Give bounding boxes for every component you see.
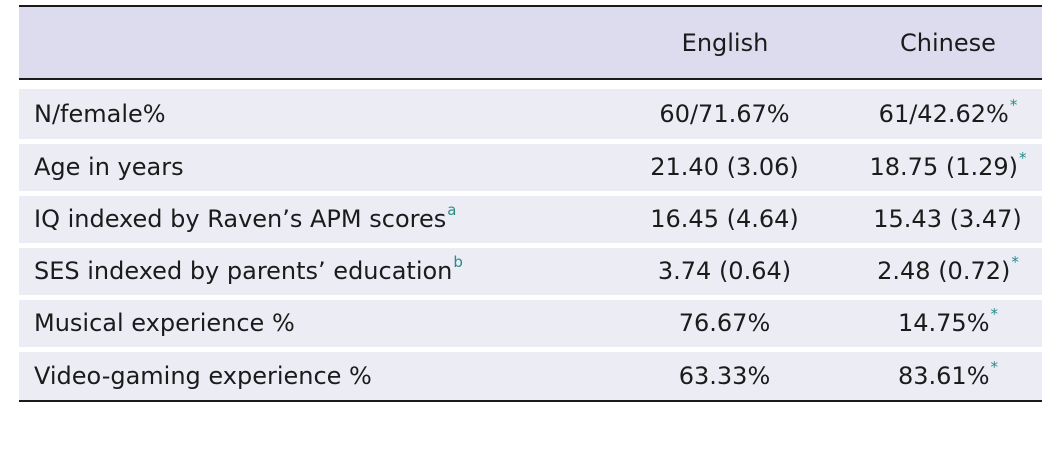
row-label: IQ indexed by Raven’s APM scoresa: [19, 193, 596, 248]
english-value: 63.33%: [596, 349, 854, 402]
table-row: Musical experience % 76.67% 14.75%*: [19, 297, 1042, 352]
row-label: Video-gaming experience %: [19, 349, 596, 402]
row-label-text: Musical experience %: [34, 309, 295, 337]
english-value: 60/71.67%: [596, 89, 854, 144]
row-label-text: Age in years: [34, 153, 184, 181]
row-label-footnote-marker: b: [453, 253, 463, 271]
chinese-value: 18.75 (1.29)*: [854, 141, 1042, 196]
row-label-text: Video-gaming experience %: [34, 361, 372, 390]
chinese-value: 15.43 (3.47): [854, 193, 1042, 248]
english-value-text: 21.40 (3.06): [650, 153, 799, 181]
table-row: N/female% 60/71.67% 61/42.62%*: [19, 89, 1042, 144]
table-row: IQ indexed by Raven’s APM scoresa 16.45 (…: [19, 193, 1042, 248]
row-label-footnote-marker: a: [447, 201, 457, 219]
chinese-value: 14.75%*: [854, 297, 1042, 352]
table-row: SES indexed by parents’ educationb 3.74 (…: [19, 245, 1042, 300]
chinese-value-text: 14.75%: [897, 309, 990, 337]
table-row: Video-gaming experience % 63.33% 83.61%*: [19, 349, 1042, 402]
english-value-text: 3.74 (0.64): [657, 257, 792, 285]
table-body: N/female% 60/71.67% 61/42.62%* Age in years…: [19, 89, 1042, 402]
header-spacer: [19, 79, 1042, 89]
english-value: 3.74 (0.64): [596, 245, 854, 300]
chinese-value: 83.61%*: [854, 349, 1042, 402]
chinese-value-text: 15.43 (3.47): [873, 205, 1022, 233]
english-value: 76.67%: [596, 297, 854, 352]
english-value: 16.45 (4.64): [596, 193, 854, 248]
row-label-text: IQ indexed by Raven’s APM scores: [34, 205, 447, 233]
english-value-text: 63.33%: [678, 361, 771, 390]
english-value-text: 16.45 (4.64): [650, 205, 799, 233]
chinese-value-footnote-marker: *: [1011, 253, 1019, 271]
table-header-row: English Chinese: [19, 6, 1042, 79]
chinese-value-text: 61/42.62%: [878, 99, 1009, 128]
row-label-text: N/female%: [34, 99, 166, 128]
header-chinese: Chinese: [900, 29, 996, 57]
chinese-value: 61/42.62%*: [854, 89, 1042, 144]
chinese-value-footnote-marker: *: [1009, 95, 1018, 114]
chinese-value-text: 18.75 (1.29): [869, 153, 1019, 181]
english-value-text: 60/71.67%: [659, 99, 790, 128]
chinese-value-footnote-marker: *: [990, 357, 999, 376]
english-value-text: 76.67%: [678, 309, 771, 337]
header-english: English: [681, 29, 769, 57]
chinese-value: 2.48 (0.72)*: [854, 245, 1042, 300]
row-label: SES indexed by parents’ educationb: [19, 245, 596, 300]
header-empty: [19, 6, 596, 79]
row-label: N/female%: [19, 89, 596, 144]
english-value: 21.40 (3.06): [596, 141, 854, 196]
chinese-value-footnote-marker: *: [990, 305, 999, 323]
demographics-table-container: English Chinese N/female% 60/71.67% 61/42.…: [19, 5, 1042, 402]
chinese-value-text: 83.61%: [897, 361, 990, 390]
row-label-text: SES indexed by parents’ education: [34, 257, 453, 285]
chinese-value-footnote-marker: *: [1019, 149, 1027, 167]
row-label: Age in years: [19, 141, 596, 196]
chinese-value-text: 2.48 (0.72): [877, 257, 1011, 285]
row-label: Musical experience %: [19, 297, 596, 352]
table-row: Age in years 21.40 (3.06) 18.75 (1.29)*: [19, 141, 1042, 196]
demographics-table: English Chinese N/female% 60/71.67% 61/42.…: [19, 5, 1042, 402]
